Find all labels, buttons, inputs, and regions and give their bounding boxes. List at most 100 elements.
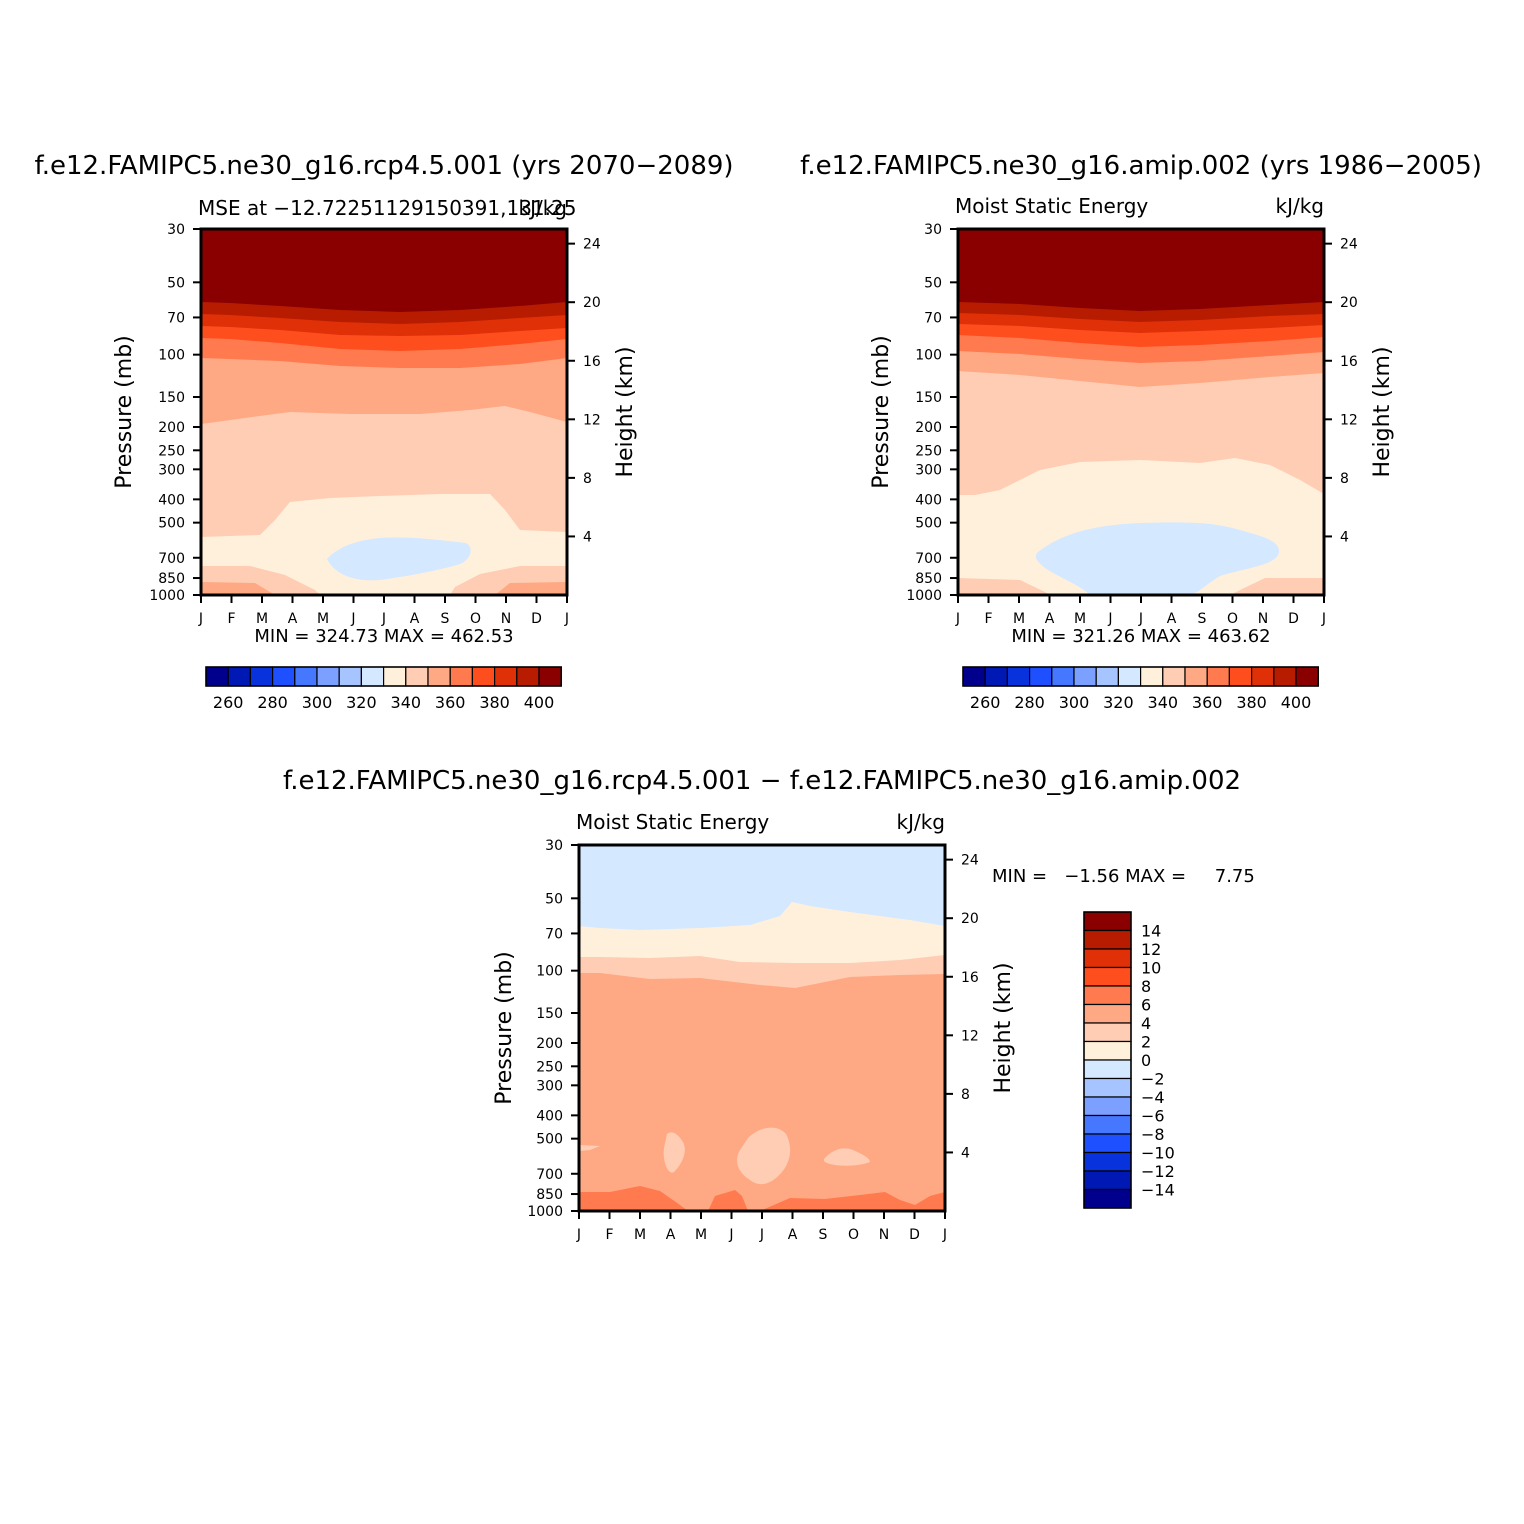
min-max-label: MIN = 324.73 MAX = 462.53 — [254, 626, 513, 647]
pressure-tick-label: 200 — [536, 1036, 563, 1052]
min-max-label: MIN = −1.56 MAX = 7.75 — [992, 866, 1255, 887]
month-tick-label: J — [759, 1227, 764, 1243]
colorbar-label: 4 — [1141, 1014, 1151, 1033]
colorbar-box — [1273, 666, 1297, 687]
panel-rcp: f.e12.FAMIPC5.ne30_g16.rcp4.5.001 (yrs 2… — [34, 151, 733, 712]
colorbar-box — [360, 666, 385, 687]
month-tick-label: D — [909, 1227, 920, 1243]
colorbar: 260 280 300 320 340 360 380 400 — [962, 666, 1319, 712]
colorbar-box — [405, 666, 429, 687]
month-tick-label: F — [984, 611, 992, 627]
month-tick-label: J — [564, 611, 569, 627]
height-tick-label: 8 — [961, 1087, 970, 1103]
colorbar-box — [471, 666, 496, 687]
height-tick-label: 12 — [583, 412, 601, 428]
colorbar-label: −8 — [1141, 1125, 1165, 1144]
panel-difference: f.e12.FAMIPC5.ne30_g16.rcp4.5.001 − f.e1… — [283, 766, 1255, 1243]
contour-band — [708, 1190, 748, 1211]
colorbar-box — [516, 666, 540, 687]
colorbar-box — [272, 666, 296, 687]
contour-band — [201, 229, 567, 312]
colorbar-box — [338, 666, 363, 687]
pressure-tick-label: 100 — [915, 348, 942, 364]
colorbar-label: 400 — [1281, 693, 1312, 712]
panel-title: f.e12.FAMIPC5.ne30_g16.rcp4.5.001 (yrs 2… — [34, 151, 733, 181]
colorbar-box — [984, 666, 1009, 687]
height-tick-label: 24 — [1340, 237, 1358, 253]
pressure-tick-label: 400 — [158, 492, 185, 508]
pressure-tick-label: 500 — [158, 516, 185, 532]
y2-axis-label: Height (km) — [1370, 346, 1395, 477]
colorbar-box — [1051, 666, 1075, 687]
colorbar-frame — [205, 666, 562, 687]
month-tick-label: A — [788, 1227, 798, 1243]
colorbar-label: 280 — [257, 693, 288, 712]
pressure-tick-label: 700 — [158, 551, 185, 567]
colorbar-box — [1083, 929, 1132, 950]
colorbar-box — [1083, 1188, 1132, 1209]
colorbar-label: 0 — [1141, 1051, 1151, 1070]
pressure-tick-label: 850 — [915, 571, 942, 587]
colorbar: 260 280 300 320 340 360 380 400 — [205, 666, 562, 712]
month-tick-label: F — [227, 611, 235, 627]
height-axis: 24 20 16 12 8 4 — [1324, 237, 1358, 545]
contour-band — [663, 1132, 685, 1173]
units-label: kJ/kg — [897, 810, 946, 834]
month-tick-label: A — [410, 611, 420, 627]
month-tick-label: D — [531, 611, 542, 627]
pressure-tick-label: 250 — [915, 443, 942, 459]
pressure-tick-label: 700 — [536, 1167, 563, 1183]
contour-band — [579, 845, 945, 930]
colorbar-box — [1083, 1151, 1132, 1172]
pressure-tick-label: 100 — [536, 964, 563, 980]
colorbar-box — [494, 666, 518, 687]
colorbar-box — [1228, 666, 1253, 687]
pressure-tick-label: 200 — [915, 420, 942, 436]
pressure-tick-label: 250 — [158, 443, 185, 459]
contour-band — [495, 582, 567, 595]
month-tick-label: O — [1227, 611, 1238, 627]
colorbar-box — [1206, 666, 1230, 687]
min-max-label: MIN = 321.26 MAX = 463.62 — [1011, 626, 1270, 647]
y-axis-label: Pressure (mb) — [112, 335, 137, 489]
contour-band — [579, 1186, 688, 1211]
colorbar-label: 14 — [1141, 922, 1161, 941]
month-tick-label: J — [198, 611, 203, 627]
colorbar-box — [1250, 666, 1275, 687]
colorbar-frame — [962, 666, 1319, 687]
contour-band — [760, 1192, 945, 1211]
left-string: Moist Static Energy — [955, 194, 1148, 218]
pressure-tick-label: 1000 — [527, 1204, 563, 1220]
pressure-tick-label: 70 — [924, 310, 942, 326]
month-tick-label: N — [879, 1227, 889, 1243]
contour-band — [1230, 578, 1324, 595]
colorbar-box — [1162, 666, 1186, 687]
colorbar-frame — [1083, 911, 1132, 1209]
pressure-tick-label: 850 — [158, 571, 185, 587]
colorbar-label: 340 — [391, 693, 422, 712]
left-string: Moist Static Energy — [576, 810, 769, 834]
colorbar-label: 10 — [1141, 959, 1161, 978]
colorbar-label: 320 — [1103, 693, 1134, 712]
month-tick-label: S — [1198, 611, 1207, 627]
month-tick-label: N — [1258, 611, 1268, 627]
panel-title: f.e12.FAMIPC5.ne30_g16.rcp4.5.001 − f.e1… — [283, 766, 1241, 796]
month-tick-label: M — [1013, 611, 1025, 627]
colorbar-label: 8 — [1141, 977, 1151, 996]
pressure-tick-label: 70 — [167, 310, 185, 326]
contour-band — [579, 1145, 600, 1151]
pressure-tick-label: 50 — [545, 891, 563, 907]
colorbar-label: 300 — [1059, 693, 1090, 712]
pressure-tick-label: 200 — [158, 420, 185, 436]
contour-field — [958, 229, 1324, 595]
colorbar-box — [1083, 1133, 1132, 1154]
colorbar-box — [538, 666, 562, 687]
colorbar-label: 380 — [479, 693, 510, 712]
height-tick-label: 20 — [961, 911, 979, 927]
pressure-tick-label: 250 — [536, 1059, 563, 1075]
pressure-tick-label: 300 — [915, 462, 942, 478]
